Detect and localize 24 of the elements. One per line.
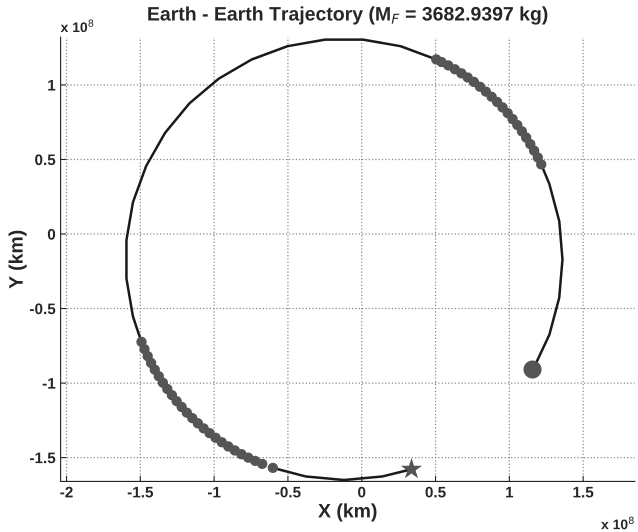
y-tick-label: -1.5 <box>30 452 56 464</box>
x-tick-label: -0.5 <box>275 486 301 498</box>
text: x 10$^{8}$ <box>601 516 634 530</box>
x-tick-label: -1.5 <box>128 486 154 498</box>
x-tick-label: 0 <box>358 486 366 498</box>
chart-title: Earth - Earth Trajectory (M$_{F}$ = 3682.9397 kg) <box>148 6 548 25</box>
point <box>257 458 268 470</box>
y-tick-label: 1 <box>48 80 56 90</box>
y-tick-label: 0.5 <box>35 154 56 166</box>
x-tick-label: 1 <box>506 486 514 498</box>
x-axis-title: X (km) <box>318 503 376 522</box>
point <box>431 54 442 65</box>
point <box>268 462 278 474</box>
text: x 10$^{8}$ <box>60 20 94 32</box>
x-tick-label: -2 <box>60 486 73 498</box>
point <box>400 458 422 478</box>
x-tick-label: -1 <box>208 486 220 498</box>
y-tick-label: -0.5 <box>30 303 56 314</box>
y-tick-label: 0 <box>48 228 56 240</box>
point <box>523 360 542 379</box>
x-tick-label: 1.5 <box>573 486 594 498</box>
y-axis-title: Y (km) <box>8 230 27 289</box>
y-tick-label: -1 <box>42 378 56 389</box>
x-tick-label: 0.5 <box>426 486 446 498</box>
